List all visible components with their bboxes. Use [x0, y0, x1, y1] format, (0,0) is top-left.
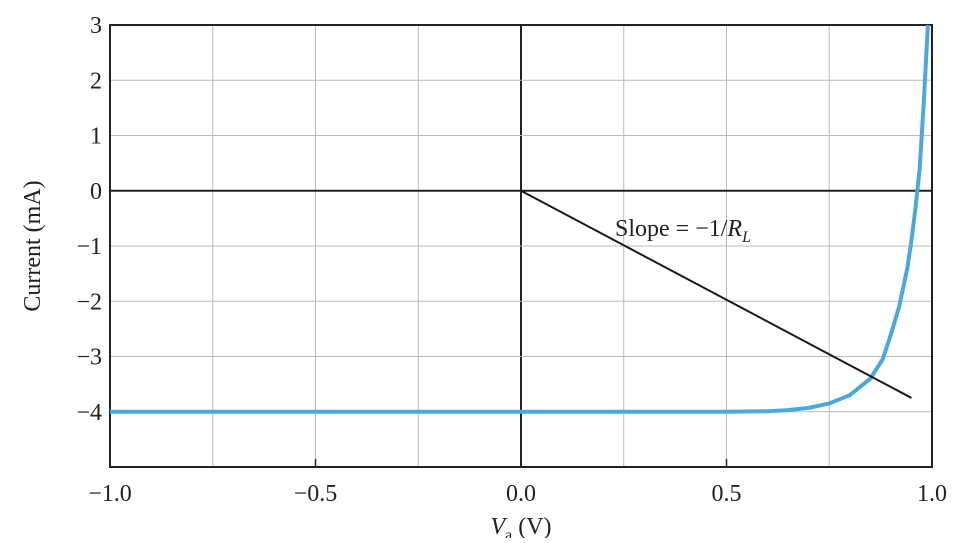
y-tick-label: 3 [90, 13, 102, 39]
annotation-sub: L [741, 229, 751, 246]
series-line [110, 24, 930, 414]
plot-frame [109, 24, 933, 468]
series-line [520, 189, 912, 399]
y-tick-label: 0 [90, 179, 102, 205]
x-tick-label: 0.5 [712, 481, 742, 507]
x-label-sub: a [505, 527, 512, 538]
y-tick-label: −4 [76, 400, 102, 426]
x-label-rest: (V) [512, 514, 551, 538]
x-tick-label: 1.0 [917, 481, 947, 507]
y-tick-label: 2 [90, 68, 102, 94]
x-tick-label: −1.0 [88, 481, 132, 507]
x-label-main: V [490, 514, 507, 538]
y-tick-label: −1 [76, 234, 102, 260]
annotation-main: Slope = −1/ [615, 216, 728, 242]
x-tick-label: 0.0 [506, 481, 536, 507]
y-tick-label: −3 [76, 345, 102, 371]
y-tick-label: −2 [76, 289, 102, 315]
y-tick-label: 1 [90, 124, 102, 150]
annotation-italic: R [726, 216, 742, 242]
x-tick-label: −0.5 [294, 481, 338, 507]
y-axis-label: Current (mA) [20, 180, 46, 311]
annotation: Slope = −1/RL [615, 216, 751, 246]
x-axis-label: Va (V) [490, 514, 551, 538]
